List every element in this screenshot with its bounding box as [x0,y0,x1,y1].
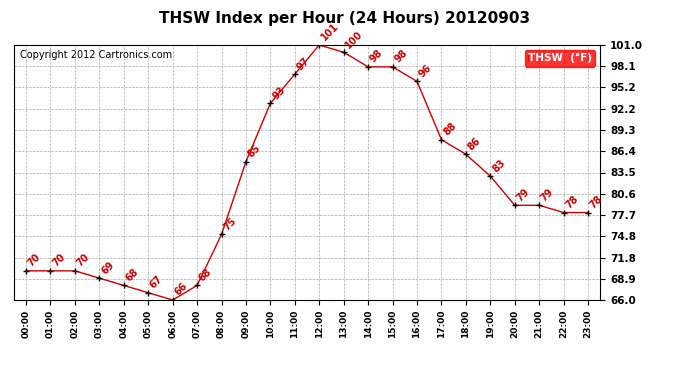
Text: 78: 78 [588,194,605,210]
Text: 100: 100 [344,29,365,50]
Text: 70: 70 [26,252,43,268]
Text: 98: 98 [368,48,385,64]
Text: 67: 67 [148,274,165,291]
Text: 86: 86 [466,135,482,152]
Text: Copyright 2012 Cartronics.com: Copyright 2012 Cartronics.com [19,50,172,60]
Text: 93: 93 [270,84,287,101]
Text: 79: 79 [515,186,531,203]
Text: 96: 96 [417,63,433,79]
Text: THSW Index per Hour (24 Hours) 20120903: THSW Index per Hour (24 Hours) 20120903 [159,11,531,26]
Text: 97: 97 [295,56,311,72]
Text: 70: 70 [50,252,67,268]
Text: 66: 66 [172,281,189,298]
Text: 88: 88 [442,121,458,138]
Text: 75: 75 [221,216,238,232]
Text: 78: 78 [564,194,580,210]
Text: 70: 70 [75,252,92,268]
Text: 83: 83 [491,157,507,174]
Text: 68: 68 [197,267,214,283]
Text: 98: 98 [393,48,409,64]
Text: 85: 85 [246,142,263,159]
Legend: THSW  (°F): THSW (°F) [525,50,595,66]
Text: 101: 101 [319,21,341,43]
Text: 79: 79 [539,186,556,203]
Text: 68: 68 [124,267,141,283]
Text: 69: 69 [99,260,116,276]
